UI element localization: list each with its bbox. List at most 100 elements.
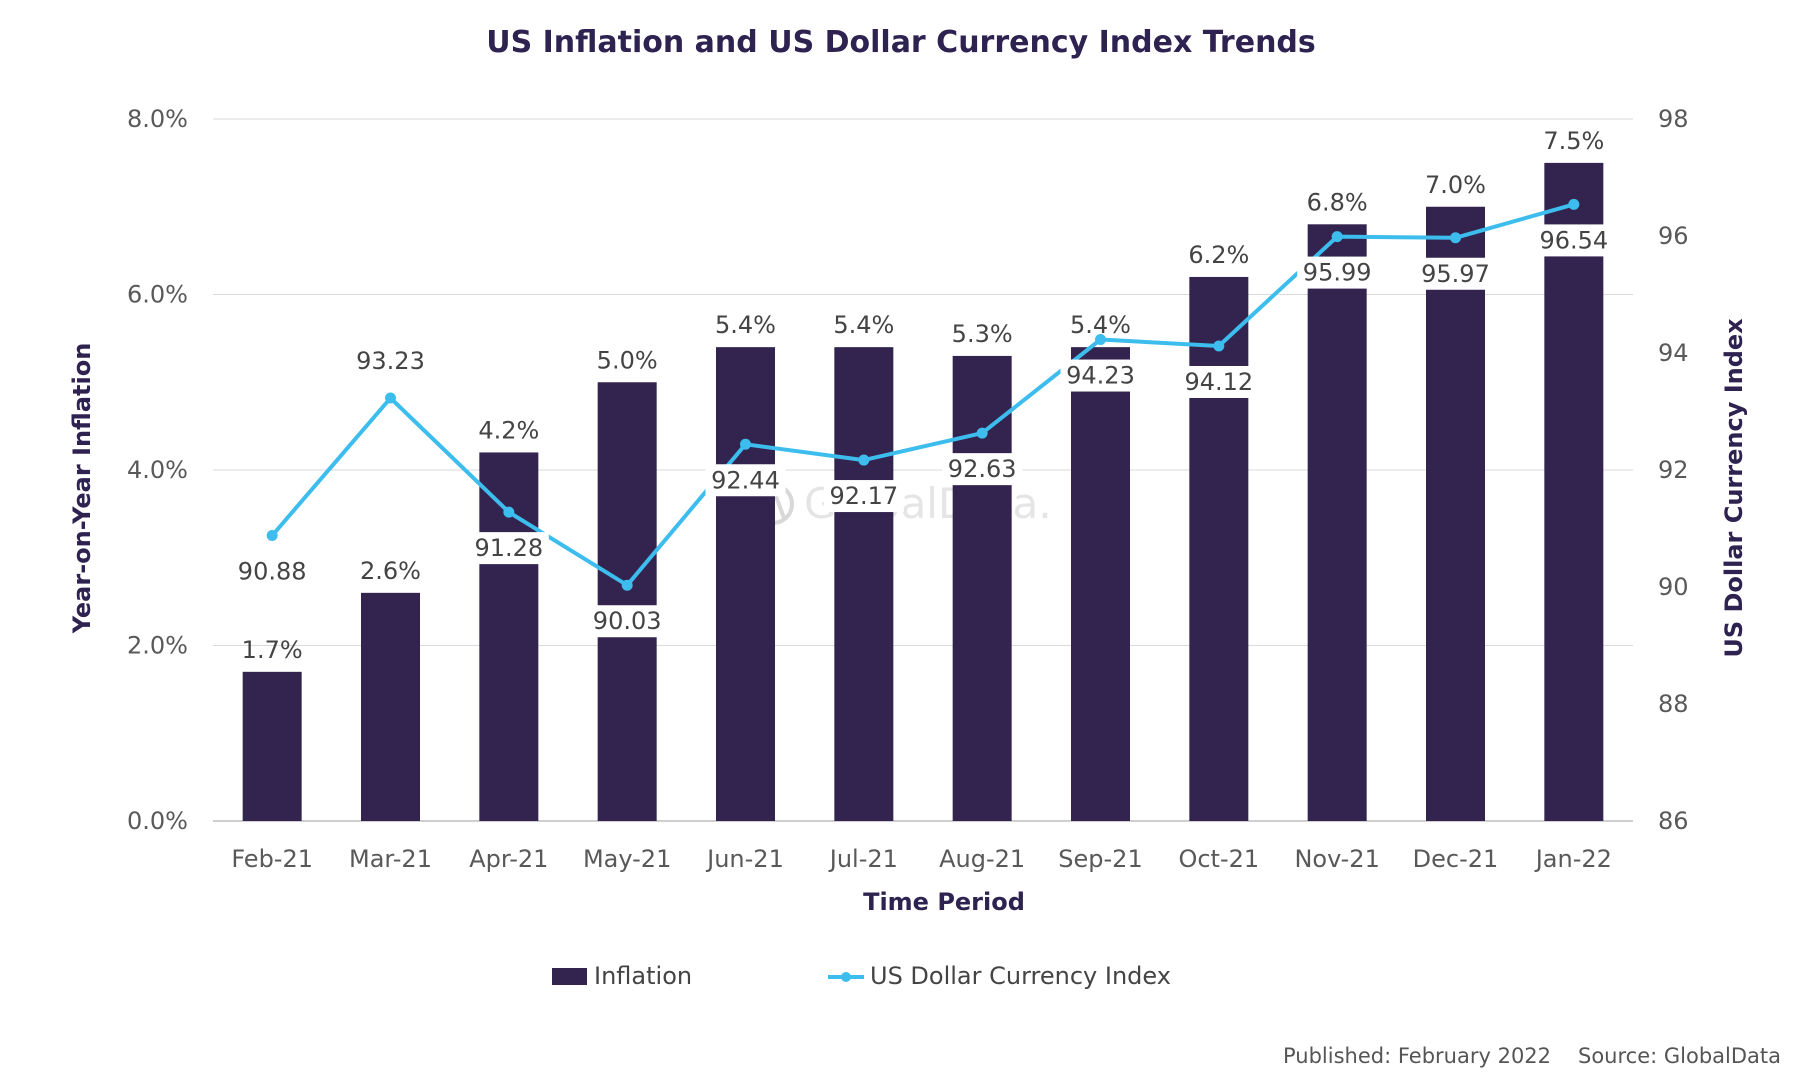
dollar-index-data-label: 95.99 — [1303, 259, 1372, 287]
legend: Inflation US Dollar Currency Index — [552, 962, 1171, 990]
dollar-index-data-label: 94.23 — [1066, 362, 1135, 390]
dollar-index-point — [266, 530, 278, 542]
source-text: Source: GlobalData — [1578, 1044, 1781, 1068]
x-tick-label: Feb-21 — [231, 845, 313, 873]
y2-tick-label: 98 — [1658, 105, 1689, 133]
dollar-index-labels: 90.88 93.23 91.28 90.03 92.44 92.17 92.63 94.23… — [232, 224, 1614, 638]
dollar-index-point — [503, 506, 515, 518]
dollar-index-data-label: 92.44 — [711, 466, 780, 494]
inflation-data-label: 5.4% — [833, 311, 894, 339]
dollar-index-point — [1568, 198, 1580, 210]
dollar-index-point — [1095, 334, 1106, 346]
x-tick-label: Oct-21 — [1178, 845, 1259, 873]
inflation-data-label: 7.5% — [1543, 127, 1604, 155]
right-axis: 86 88 90 92 94 96 98 — [1658, 105, 1689, 835]
y2-tick-label: 86 — [1658, 807, 1689, 835]
legend-label-inflation: Inflation — [594, 962, 692, 990]
published-date: Published: February 2022 — [1283, 1044, 1551, 1068]
inflation-data-label: 1.7% — [242, 636, 303, 664]
dollar-index-point — [1331, 231, 1343, 243]
y-tick-label: 6.0% — [127, 281, 188, 309]
inflation-bar — [242, 671, 302, 821]
dollar-index-label-background — [1060, 359, 1141, 392]
y-tick-label: 2.0% — [127, 632, 188, 660]
inflation-data-label: 2.6% — [360, 557, 421, 585]
dollar-index-data-label: 92.17 — [829, 482, 898, 510]
dollar-index-label-background — [1415, 257, 1496, 290]
y2-tick-label: 96 — [1658, 222, 1689, 250]
inflation-data-label: 5.0% — [597, 346, 658, 374]
x-axis-title: Time Period — [863, 888, 1025, 916]
x-tick-label: May-21 — [583, 845, 671, 873]
y2-axis-title: US Dollar Currency Index — [1720, 318, 1748, 658]
left-axis: 0.0% 2.0% 4.0% 6.0% 8.0% — [127, 105, 188, 835]
inflation-bars — [242, 162, 1604, 822]
inflation-bar — [1426, 206, 1485, 821]
dollar-index-point — [976, 427, 988, 439]
y-tick-label: 8.0% — [127, 105, 188, 133]
inflation-bar — [1307, 224, 1367, 822]
dollar-index-series-line — [270, 202, 1575, 588]
inflation-data-label: 4.2% — [478, 416, 539, 444]
dollar-index-point — [385, 392, 396, 404]
dollar-index-data-label: 91.28 — [474, 534, 543, 562]
inflation-bar — [1071, 347, 1130, 821]
y-axis-title: Year-on-Year Inflation — [68, 343, 96, 635]
inflation-bar — [1544, 162, 1604, 821]
y2-tick-label: 90 — [1658, 573, 1689, 601]
dollar-index-label-background — [1533, 224, 1614, 257]
dollar-index-label-background — [942, 453, 1023, 486]
x-tick-label: Dec-21 — [1413, 845, 1499, 873]
legend-marker-dollar-index — [841, 972, 851, 982]
x-tick-label: Sep-21 — [1058, 845, 1142, 873]
chart-title: US Inflation and US Dollar Currency Inde… — [486, 25, 1316, 60]
dollar-index-data-label: 90.03 — [593, 607, 662, 635]
inflation-bar — [361, 592, 420, 821]
legend-label-dollar-index: US Dollar Currency Index — [870, 962, 1171, 990]
inflation-data-label: 5.3% — [952, 320, 1013, 348]
y2-tick-label: 92 — [1658, 456, 1689, 484]
dollar-index-label-background — [1178, 365, 1259, 398]
x-tick-label: Jun-21 — [705, 845, 784, 873]
y-tick-label: 4.0% — [127, 456, 188, 484]
dollar-index-label-background — [823, 480, 904, 513]
dollar-index-point — [1213, 340, 1225, 352]
dollar-index-label-background — [468, 532, 549, 565]
gridlines — [213, 118, 1633, 822]
inflation-bar — [1189, 276, 1249, 821]
y2-tick-label: 88 — [1658, 690, 1689, 718]
x-tick-label: Aug-21 — [939, 845, 1025, 873]
dollar-index-point — [1450, 232, 1461, 244]
x-tick-label: Mar-21 — [349, 845, 432, 873]
dollar-index-label-background — [1297, 256, 1378, 289]
inflation-data-label: 6.2% — [1188, 241, 1249, 269]
x-tick-label: Nov-21 — [1294, 845, 1379, 873]
dollar-index-label-background — [587, 605, 668, 638]
inflation-bar — [952, 355, 1012, 821]
dollar-index-label-background — [705, 464, 786, 497]
dollar-index-point — [740, 438, 751, 450]
y-tick-label: 0.0% — [127, 807, 188, 835]
inflation-data-label: 7.0% — [1425, 171, 1486, 199]
dollar-index-data-label: 92.63 — [948, 455, 1017, 483]
dollar-index-point — [621, 579, 633, 591]
dollar-index-label-background — [232, 555, 313, 588]
inflation-bar — [597, 382, 657, 821]
inflation-bar — [716, 347, 775, 821]
dollar-index-data-label: 93.23 — [356, 347, 425, 375]
dollar-index-data-label: 94.12 — [1184, 368, 1253, 396]
dollar-index-data-label: 96.54 — [1539, 226, 1608, 254]
dollar-index-data-label: 95.97 — [1421, 260, 1490, 288]
inflation-bar-labels: 1.7%2.6%4.2%5.0%5.4% 5.4% 5.3% 5.4%6.2%6.8%… — [242, 127, 1605, 664]
inflation-bar — [834, 347, 894, 821]
dollar-index-line — [266, 198, 1580, 591]
x-tick-label: Apr-21 — [469, 845, 548, 873]
y2-tick-label: 94 — [1658, 339, 1689, 367]
inflation-data-label: 6.8% — [1307, 188, 1368, 216]
inflation-data-label: 5.4% — [715, 311, 776, 339]
dollar-index-data-label: 90.88 — [238, 558, 307, 586]
x-tick-label: Jan-22 — [1534, 845, 1612, 873]
x-tick-label: Jul-21 — [828, 845, 898, 873]
